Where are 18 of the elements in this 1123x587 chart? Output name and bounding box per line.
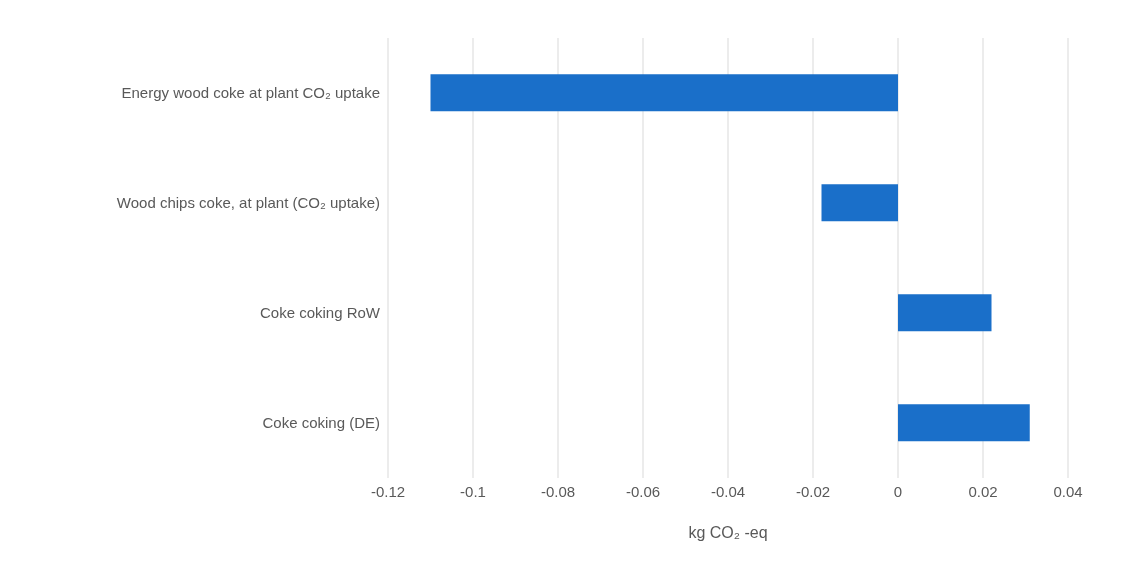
x-tick-label: -0.02	[795, 482, 831, 500]
x-tick-label: -0.12	[370, 482, 406, 500]
bar	[898, 404, 1030, 442]
y-tick-label: Wood chips coke, at plant (CO₂ uptake)	[116, 194, 380, 212]
x-tick-label: 0	[893, 482, 903, 500]
x-tick-label: 0.02	[968, 482, 998, 500]
bar	[430, 74, 898, 112]
x-tick-label: -0.04	[710, 482, 746, 500]
bar	[898, 294, 992, 332]
y-tick-label: Coke coking (DE)	[262, 414, 380, 432]
y-tick-label: Coke coking RoW	[259, 304, 381, 322]
bar	[821, 184, 898, 222]
x-tick-label: -0.08	[540, 482, 576, 500]
x-tick-label: -0.06	[625, 482, 661, 500]
y-tick-label: Energy wood coke at plant CO₂ uptake	[121, 84, 380, 102]
x-axis-title: kg CO₂ -eq	[688, 524, 768, 541]
x-tick-label: 0.04	[1053, 482, 1083, 500]
x-tick-label: -0.1	[460, 482, 486, 500]
